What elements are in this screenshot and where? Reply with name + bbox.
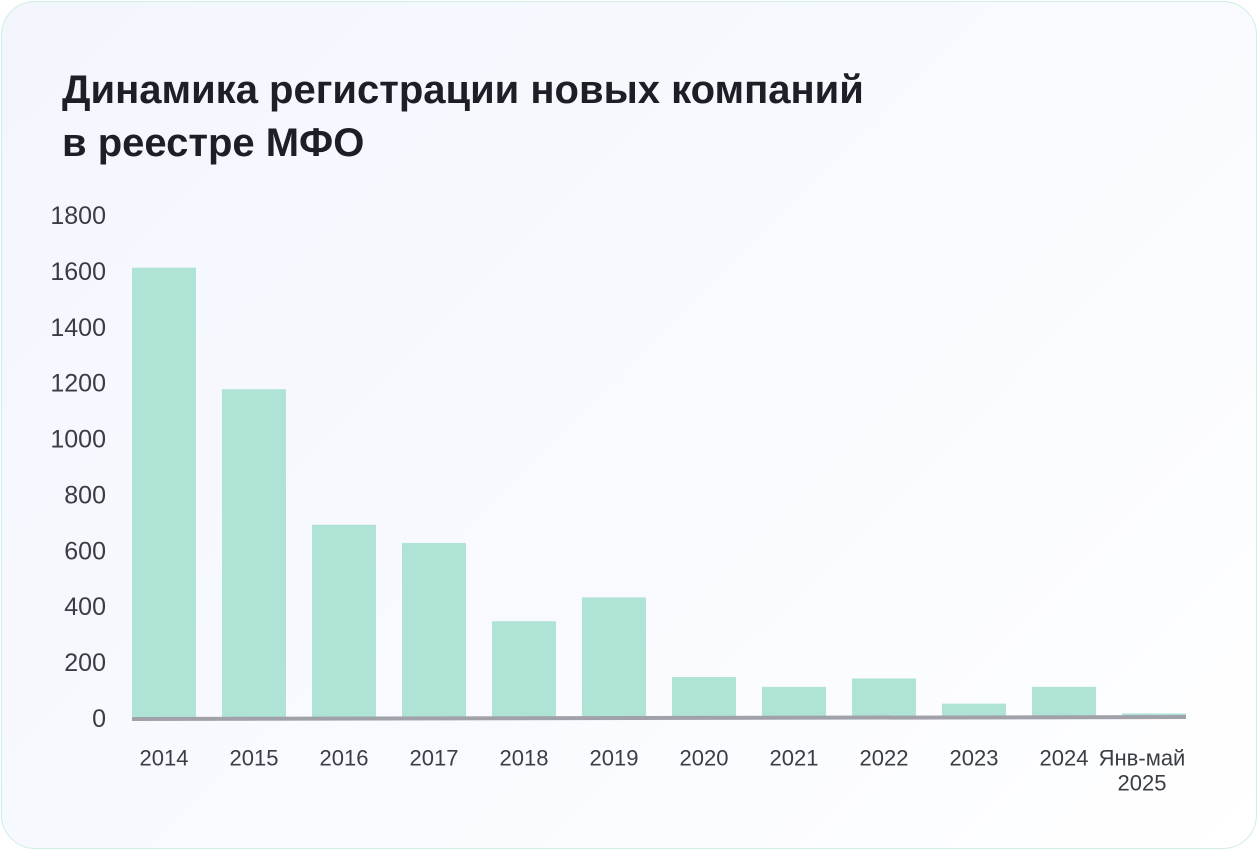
- y-tick-label: 1600: [50, 258, 106, 286]
- bar: [222, 389, 286, 719]
- bar: [762, 686, 826, 719]
- y-tick-label: 800: [64, 481, 106, 509]
- x-tick-label: 2019: [590, 746, 639, 771]
- bar: [942, 703, 1006, 719]
- bar: [1032, 686, 1096, 719]
- x-tick-label: 2024: [1040, 746, 1089, 771]
- y-tick-label: 600: [64, 537, 106, 565]
- x-tick-label: 2023: [950, 746, 999, 771]
- y-tick-label: 1200: [50, 370, 106, 398]
- x-tick-label: 2015: [230, 746, 279, 771]
- bar: [672, 677, 736, 719]
- y-tick-label: 1400: [50, 314, 106, 342]
- x-tick-label: 2017: [410, 746, 459, 771]
- x-tick-label: 2022: [860, 746, 909, 771]
- bar: [312, 524, 376, 719]
- bar: [852, 678, 916, 719]
- y-tick-label: 1000: [50, 426, 106, 454]
- x-tick-label: 2016: [320, 746, 369, 771]
- x-tick-label: 2014: [140, 746, 189, 771]
- bar: [132, 267, 196, 719]
- bar: [402, 542, 466, 719]
- x-tick-label: 2021: [770, 746, 819, 771]
- y-tick-label: 200: [64, 649, 106, 677]
- y-tick-label: 400: [64, 593, 106, 621]
- y-tick-label: 0: [92, 705, 106, 733]
- x-axis-line: [131, 715, 1187, 721]
- x-tick-label: 2025: [1118, 771, 1167, 796]
- x-tick-label: Янв-май: [1099, 746, 1186, 771]
- x-tick-label: 2020: [680, 746, 729, 771]
- bar: [492, 621, 556, 719]
- chart-title-line-1: Динамика регистрации новых компаний: [62, 68, 864, 112]
- x-tick-label: 2018: [500, 746, 549, 771]
- bar: [582, 597, 646, 719]
- y-tick-label: 1800: [50, 202, 106, 230]
- chart-title-line-2: в реестре МФО: [62, 121, 365, 165]
- chart-title: Динамика регистрации новых компаний в ре…: [62, 64, 1062, 170]
